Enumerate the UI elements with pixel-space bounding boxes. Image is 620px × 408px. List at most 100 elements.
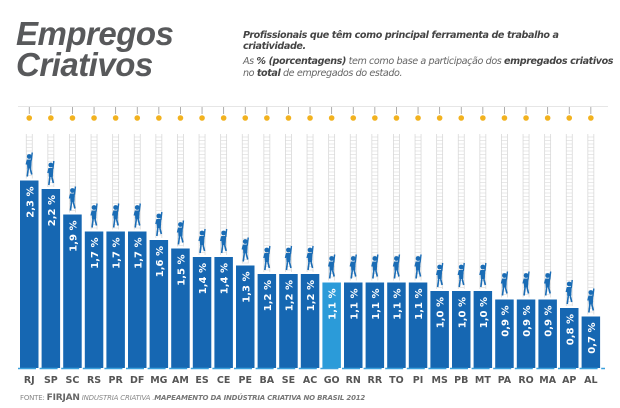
- data-label-GO: 1,1 %: [328, 289, 339, 320]
- climber-figure-icon: [176, 220, 185, 245]
- bar-AM: [171, 248, 190, 368]
- tick-label-PI: PI: [413, 375, 424, 386]
- lightbulb-icon: [350, 115, 357, 121]
- climber-figure-icon: [90, 203, 98, 228]
- lightbulb-icon: [480, 115, 486, 121]
- bar-group-CE: 1,4 % CE: [214, 107, 233, 386]
- tick-label-GO: GO: [324, 375, 340, 386]
- tick-label-SE: SE: [282, 375, 295, 386]
- data-label-RS: 1,7 %: [90, 238, 101, 269]
- note-bold: % (porcentagens): [256, 56, 346, 67]
- bar-group-SP: 2,2 % SP: [41, 107, 61, 386]
- note-bold: total: [256, 68, 281, 79]
- lightbulb-icon: [393, 115, 400, 121]
- note-bold: empregados criativos: [504, 56, 614, 67]
- note-text: no: [243, 68, 257, 79]
- ladder-icon: [501, 134, 508, 298]
- data-label-CE: 1,4 %: [220, 263, 231, 294]
- lightbulb-icon: [264, 115, 270, 121]
- tick-label-MS: MS: [432, 375, 448, 386]
- bar-GO: [322, 282, 341, 368]
- ladder-icon: [587, 134, 595, 315]
- source-org: FIRJAN: [46, 393, 80, 403]
- data-label-MG: 1,6 %: [155, 246, 166, 277]
- tick-label-TO: TO: [389, 375, 404, 386]
- climber-figure-icon: [500, 271, 509, 296]
- lightbulb-icon: [523, 115, 529, 121]
- bar-group-RO: 0,9 % RO: [516, 107, 536, 386]
- data-label-AC: 1,2 %: [306, 280, 317, 311]
- ladder-icon: [565, 134, 573, 306]
- bar-RR: [365, 282, 385, 368]
- lightbulb-icon: [436, 115, 443, 121]
- climber-figure-icon: [47, 160, 55, 186]
- data-label-AM: 1,5 %: [176, 255, 187, 286]
- climber-figure-icon: [371, 254, 379, 279]
- data-label-PE: 1,3 %: [241, 272, 252, 303]
- data-label-BA: 1,2 %: [263, 280, 274, 311]
- lightbulb-icon: [328, 115, 335, 121]
- bar-SC: [63, 214, 82, 368]
- bar-MG: [149, 240, 169, 368]
- bar-group-TO: 1,1 % TO: [387, 107, 406, 386]
- bar-group-DF: 1,7 % DF: [128, 107, 147, 386]
- tick-label-ES: ES: [195, 375, 208, 386]
- bar-group-RR: 1,1 % RR: [365, 107, 385, 386]
- bar-group-AL: 0,7 % AL: [581, 107, 601, 386]
- lightbulb-icon: [588, 115, 594, 121]
- source-note: FONTE: FIRJAN INDUSTRIA CRIATIVA .MAPEAM…: [20, 393, 365, 403]
- bar-PE: [236, 265, 255, 368]
- tick-label-CE: CE: [217, 375, 230, 386]
- bar-group-GO: 1,1 % GO: [322, 107, 341, 386]
- bar-DF: [128, 231, 147, 368]
- climber-figure-icon: [587, 288, 595, 313]
- data-label-MT: 1,0 %: [479, 297, 490, 328]
- tick-label-RS: RS: [87, 375, 101, 386]
- climber-figure-icon: [111, 203, 120, 228]
- lightbulb-icon: [544, 115, 551, 121]
- tick-label-PB: PB: [454, 375, 468, 386]
- subtitle: Profissionais que têm como principal fer…: [243, 30, 559, 52]
- note-text: tem como base a participação dos: [345, 56, 505, 67]
- data-label-SC: 1,9 %: [68, 221, 79, 252]
- climber-figure-icon: [543, 271, 552, 296]
- data-label-DF: 1,7 %: [133, 238, 144, 269]
- tick-label-AP: AP: [562, 375, 576, 386]
- tick-label-MA: MA: [539, 375, 556, 386]
- climber-figure-icon: [241, 237, 249, 262]
- bar-CE: [214, 257, 233, 368]
- bar-RO: [516, 299, 536, 368]
- lightbulb-icon: [501, 115, 508, 121]
- climber-figure-icon: [133, 203, 141, 228]
- note-text: de empregados do estado.: [280, 68, 403, 79]
- lightbulb-icon: [26, 115, 33, 121]
- data-label-SP: 2,2 %: [47, 195, 58, 226]
- ladder-icon: [522, 134, 530, 298]
- bar-group-SE: 1,2 % SE: [279, 107, 298, 386]
- data-label-MS: 1,0 %: [436, 297, 447, 328]
- bar-PA: [495, 299, 514, 368]
- title-line-1: Empregos: [16, 15, 174, 52]
- climber-figure-icon: [479, 262, 487, 288]
- bar-group-PE: 1,3 % PE: [236, 107, 255, 386]
- climber-figure-icon: [522, 271, 530, 296]
- tick-label-AC: AC: [303, 375, 317, 386]
- bar-group-RN: 1,1 % RN: [344, 107, 363, 386]
- lightbulb-icon: [415, 115, 421, 121]
- bar-group-AP: 0,8 % AP: [560, 107, 579, 386]
- tick-label-RO: RO: [518, 375, 533, 386]
- note: As % (porcentagens) tem como base a part…: [243, 56, 620, 80]
- lightbulb-icon: [458, 115, 465, 121]
- bar-MT: [473, 291, 493, 368]
- data-label-SE: 1,2 %: [284, 280, 295, 311]
- climber-figure-icon: [414, 254, 422, 279]
- bar-ES: [192, 257, 212, 368]
- data-label-ES: 1,4 %: [198, 263, 209, 294]
- ladder-icon: [436, 134, 444, 289]
- bar-group-PI: 1,1 % PI: [408, 107, 428, 386]
- climber-figure-icon: [198, 228, 206, 254]
- bar-AP: [560, 308, 579, 368]
- lightbulb-icon: [285, 115, 292, 121]
- bar-TO: [387, 282, 406, 368]
- data-label-PI: 1,1 %: [414, 289, 425, 320]
